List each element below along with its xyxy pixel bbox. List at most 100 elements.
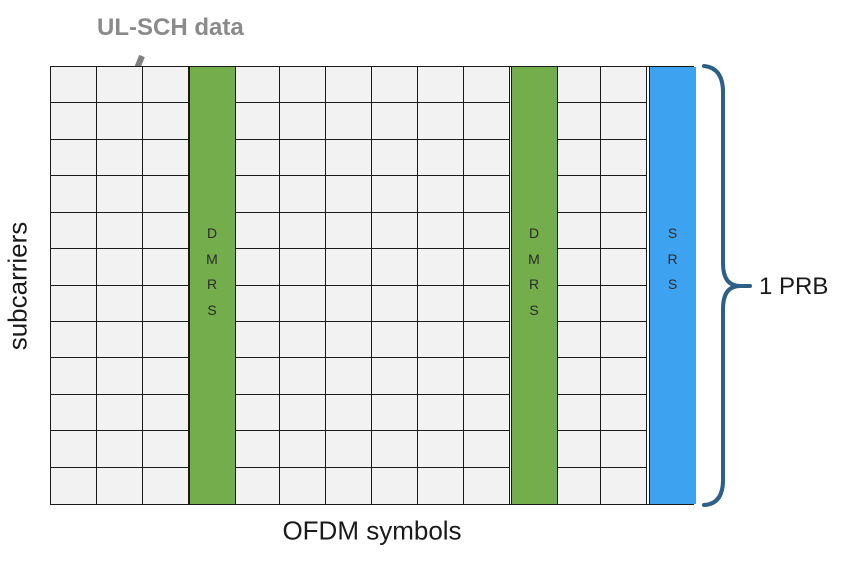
column-letter: R: [667, 250, 678, 267]
grid-cell: [372, 467, 418, 504]
grid-cell: [234, 103, 281, 140]
grid-cell: [280, 139, 327, 177]
grid-cell: [51, 67, 97, 104]
grid-cell: [234, 176, 281, 213]
grid-cell: [601, 249, 648, 286]
grid-cell: [555, 67, 602, 104]
grid-cell: [601, 358, 648, 395]
grid-cell: [326, 431, 372, 468]
grid-cell: [555, 467, 602, 504]
grid-cell: [51, 321, 97, 359]
grid-cell: [326, 67, 372, 104]
grid-cell: [280, 394, 327, 432]
grid-cell: [51, 285, 97, 322]
grid-cell: [372, 394, 418, 432]
grid-cell: [280, 103, 327, 140]
grid-cell: [463, 212, 510, 250]
grid-cell: [326, 285, 372, 322]
grid-cell: [51, 249, 97, 286]
grid-cell: [142, 249, 189, 286]
grid-cell: [51, 431, 97, 468]
grid-cell: [463, 103, 510, 140]
grid-cell: [142, 321, 189, 359]
grid-cell: [280, 176, 327, 213]
brace-icon: [702, 64, 742, 507]
grid-cell: [417, 103, 464, 140]
grid-cell: [326, 321, 372, 359]
grid-cell: [96, 67, 143, 104]
grid-cell: [51, 212, 97, 250]
grid-cell: [280, 467, 327, 504]
grid-cell: [142, 394, 189, 432]
grid-cell: [280, 358, 327, 395]
grid-cell: [372, 321, 418, 359]
grid-cell: [96, 249, 143, 286]
grid-cell: [51, 358, 97, 395]
grid-cell: [51, 139, 97, 177]
grid-cell: [234, 285, 281, 322]
grid-cell: [280, 249, 327, 286]
grid-cell: [372, 249, 418, 286]
column-letter: M: [528, 250, 540, 267]
grid-cell: [142, 67, 189, 104]
grid-cell: [417, 431, 464, 468]
grid-cell: [555, 431, 602, 468]
grid-cell: [326, 358, 372, 395]
grid-cell: [555, 285, 602, 322]
grid-cell: [234, 321, 281, 359]
grid-cell: [463, 431, 510, 468]
column-letter: S: [529, 301, 539, 318]
grid-cell: [96, 358, 143, 395]
column-letter: S: [207, 301, 217, 318]
grid-cell: [96, 321, 143, 359]
grid-cell: [555, 176, 602, 213]
grid-cell: [555, 321, 602, 359]
grid-cell: [372, 67, 418, 104]
grid-cell: [372, 285, 418, 322]
grid-cell: [234, 358, 281, 395]
grid-cell: [142, 358, 189, 395]
grid-cell: [555, 358, 602, 395]
grid-cell: [280, 212, 327, 250]
grid-cell: [417, 176, 464, 213]
grid-cell: [142, 176, 189, 213]
grid-cell: [234, 249, 281, 286]
grid-cell: [372, 212, 418, 250]
grid-cell: [372, 103, 418, 140]
grid-cell: [326, 139, 372, 177]
grid-cell: [326, 103, 372, 140]
grid-cell: [234, 467, 281, 504]
column-letter: R: [528, 276, 540, 292]
grid-cell: [601, 103, 648, 140]
grid-cell: [555, 212, 602, 250]
grid-cell: [96, 103, 143, 140]
grid-cell: [96, 467, 143, 504]
grid-cell: [417, 358, 464, 395]
grid-cell: [372, 431, 418, 468]
grid-cell: [51, 103, 97, 140]
grid-cell: [234, 139, 281, 177]
grid-cell: [417, 285, 464, 322]
grid-cell: [555, 394, 602, 432]
grid-cell: [601, 212, 648, 250]
grid-cell: [417, 321, 464, 359]
grid-cell: [601, 67, 648, 104]
grid-cell: [96, 139, 143, 177]
grid-cell: [372, 358, 418, 395]
grid-cell: [96, 285, 143, 322]
column-letter: M: [206, 250, 218, 267]
grid-cell: [96, 212, 143, 250]
grid-cell: [601, 394, 648, 432]
grid-cell: [417, 67, 464, 104]
grid-cell: [326, 176, 372, 213]
grid-cell: [142, 212, 189, 250]
grid-cell: [463, 321, 510, 359]
grid-cell: [417, 249, 464, 286]
grid-cell: [51, 467, 97, 504]
grid-cell: [555, 139, 602, 177]
grid-cell: [463, 394, 510, 432]
ul-sch-data-label: UL-SCH data: [97, 14, 244, 41]
grid-cell: [326, 212, 372, 250]
